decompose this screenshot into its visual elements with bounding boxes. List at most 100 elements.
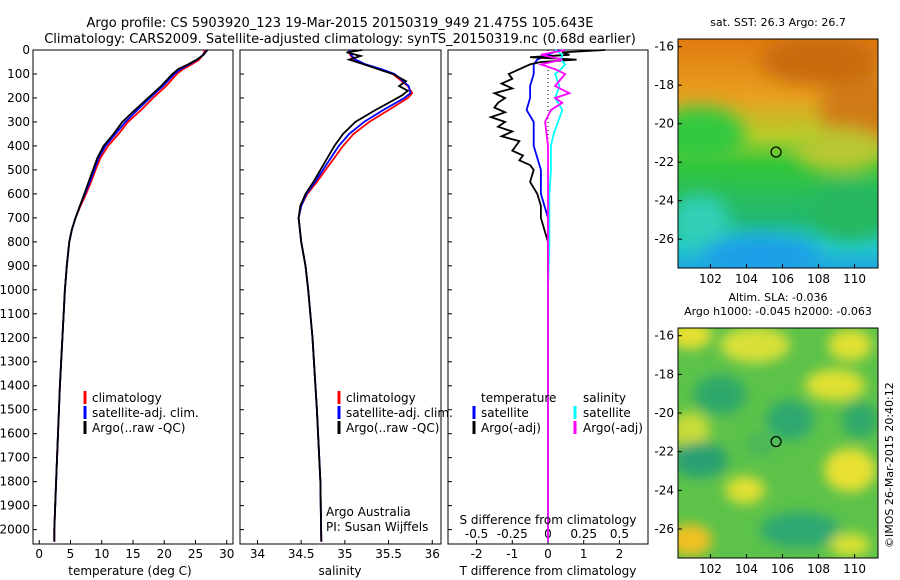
series-line: [53, 49, 206, 542]
lat-tick-label: -24: [654, 194, 674, 208]
temperature-panel: 0100200300400500600700800900100011001200…: [0, 43, 234, 578]
x-tick-label: 10: [94, 547, 109, 561]
sst-lat-ticks: -16 -18 -20 -22 -24 -26: [654, 40, 682, 246]
lon-tick-label: 106: [771, 272, 794, 286]
lat-tick-label: -16: [654, 329, 674, 343]
lon-tick-label: 104: [735, 562, 758, 576]
x-tick-label: 30: [219, 547, 234, 561]
salinity-depth-ticks: [240, 49, 244, 531]
lon-tick-label: 110: [843, 272, 866, 286]
legend-temperature-title: temperature: [481, 391, 556, 405]
x-tick-label: 34: [250, 547, 265, 561]
depth-tick-label: 100: [7, 67, 30, 81]
lat-tick-label: -18: [654, 367, 674, 381]
x-tick-label: 25: [188, 547, 203, 561]
argo-australia-annotation: Argo Australia: [326, 505, 411, 519]
sla-map-title: Altim. SLA: -0.036: [728, 291, 827, 304]
x-tick-label: 36: [425, 547, 440, 561]
lon-tick-label: 102: [699, 272, 722, 286]
legend-salinity-title: salinity: [583, 391, 626, 405]
difference-legend: temperature satellite Argo(-adj) salinit…: [472, 391, 643, 435]
x-tick-label: 0: [544, 547, 552, 561]
x-tick-label: 20: [157, 547, 172, 561]
depth-tick-label: 1500: [0, 403, 30, 417]
series-line: [537, 49, 572, 542]
depth-tick-label: 600: [7, 187, 30, 201]
legend-argo-label: Argo(..raw -QC): [92, 421, 185, 435]
lon-tick-label: 106: [771, 562, 794, 576]
sst-map-frame: [677, 38, 879, 269]
legend-temp-argo-label: Argo(-adj): [481, 421, 541, 435]
series-line: [488, 49, 606, 542]
salinity-series: [297, 49, 414, 542]
argo-location-marker: [770, 435, 782, 448]
depth-tick-label: 300: [7, 115, 30, 129]
depth-tick-label: 1900: [0, 499, 30, 513]
temperature-series: [53, 49, 209, 542]
depth-tick-label: 2000: [0, 523, 30, 537]
lon-tick-label: 110: [843, 562, 866, 576]
temperature-plot-frame: [32, 49, 234, 545]
difference-series: [488, 49, 606, 542]
lat-tick-label: -26: [654, 522, 674, 536]
x-tick-label: 2: [616, 547, 624, 561]
depth-tick-label: 500: [7, 163, 30, 177]
title-line-2: Climatology: CARS2009. Satellite-adjuste…: [44, 32, 636, 47]
depth-tick-label: 1100: [0, 307, 30, 321]
depth-tick-label: 900: [7, 259, 30, 273]
s-difference-axis-ticks: -0.5 -0.25 0 0.25 0.5: [465, 527, 629, 541]
x-tick-label: 15: [125, 547, 140, 561]
t-difference-axis-ticks: -2 -1 0 1 2: [471, 540, 624, 561]
s-tick-label: -0.25: [497, 527, 528, 541]
series-line: [525, 49, 560, 542]
sla-map-panel: Altim. SLA: -0.036 Argo h1000: -0.045 h2…: [654, 291, 879, 576]
s-tick-label: -0.5: [465, 527, 488, 541]
difference-panel: -2 -1 0 1 2 -0.5 -0.25 0 0.25 0.5 S difference f…: [447, 49, 649, 578]
x-tick-label: 1: [580, 547, 588, 561]
temperature-legend: climatology satellite-adj. clim. Argo(..…: [83, 391, 199, 435]
depth-tick-label: 1400: [0, 379, 30, 393]
legend-sal-argo-label: Argo(-adj): [583, 421, 643, 435]
depth-tick-label: 800: [7, 235, 30, 249]
lat-tick-label: -18: [654, 78, 674, 92]
depth-tick-label: 200: [7, 91, 30, 105]
x-tick-label: 0: [35, 547, 43, 561]
legend-argo-label: Argo(..raw -QC): [346, 421, 439, 435]
s-tick-label: 0.25: [570, 527, 597, 541]
sla-lat-ticks: -16 -18 -20 -22 -24 -26: [654, 329, 682, 536]
salinity-plot-frame: [239, 49, 442, 545]
pi-annotation: PI: Susan Wijffels: [326, 520, 428, 534]
lon-tick-label: 108: [807, 562, 830, 576]
salinity-axis-ticks: 34 34.5 35 35.5 36: [250, 540, 440, 561]
depth-tick-label: 1800: [0, 475, 30, 489]
argo-location-marker: [770, 146, 782, 158]
salinity-panel: 34 34.5 35 35.5 36 salinity climatology sate…: [239, 49, 453, 578]
s-difference-axis-label: S difference from climatology: [460, 513, 637, 527]
series-line: [53, 49, 208, 542]
lat-tick-label: -16: [654, 40, 674, 54]
lat-tick-label: -22: [654, 445, 674, 459]
lon-tick-label: 102: [699, 562, 722, 576]
salinity-legend: climatology satellite-adj. clim. Argo(..…: [337, 391, 453, 435]
x-tick-label: -1: [506, 547, 518, 561]
depth-tick-label: 0: [22, 43, 30, 57]
sst-map-panel: sat. SST: 26.3 Argo: 26.7 102 104 106 108 11…: [654, 16, 879, 286]
salinity-axis-label: salinity: [318, 564, 361, 578]
sla-lon-ticks: 102 104 106 108 110: [699, 554, 866, 576]
t-difference-axis-label: T difference from climatology: [459, 564, 637, 578]
series-line: [297, 49, 410, 542]
title-line-1: Argo profile: CS 5903920_123 19-Mar-2015…: [86, 16, 593, 31]
legend-satellite-label: satellite-adj. clim.: [346, 406, 453, 420]
legend-climatology-label: climatology: [346, 391, 416, 405]
depth-tick-label: 400: [7, 139, 30, 153]
sla-heatmap: [678, 328, 878, 558]
sst-map-title: sat. SST: 26.3 Argo: 26.7: [710, 16, 846, 29]
temperature-axis-label: temperature (deg C): [68, 564, 191, 578]
lon-tick-label: 104: [735, 272, 758, 286]
x-tick-label: 5: [67, 547, 75, 561]
depth-tick-label: 700: [7, 211, 30, 225]
depth-tick-label: 1300: [0, 355, 30, 369]
sst-lon-ticks: 102 104 106 108 110: [699, 264, 866, 286]
lat-tick-label: -26: [654, 232, 674, 246]
